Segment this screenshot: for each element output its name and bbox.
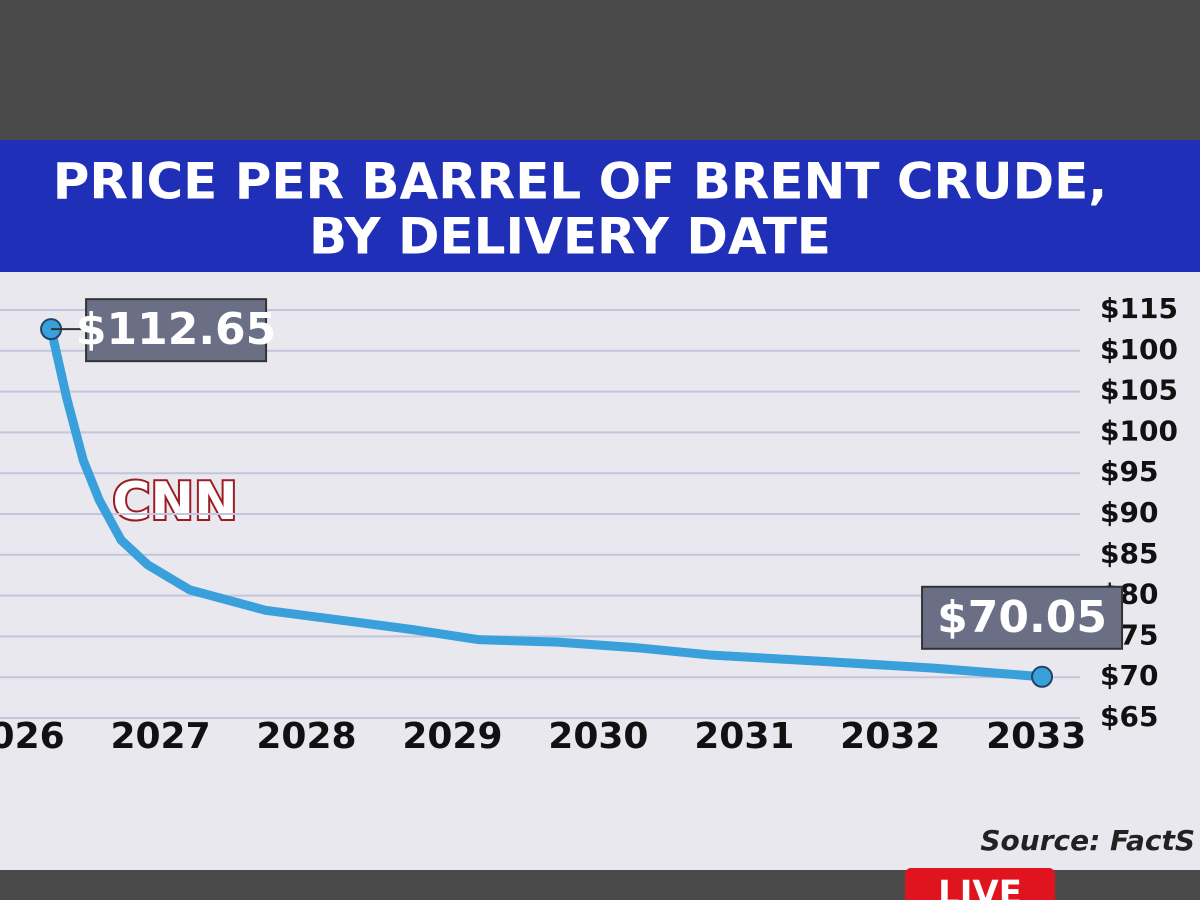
y-tick-label: $105 — [1100, 374, 1178, 407]
x-tick-label: 2030 — [548, 716, 648, 757]
y-tick-label: $90 — [1100, 496, 1158, 529]
value-label: $112.65 — [76, 304, 276, 355]
chart-subtitle: BY DELIVERY DATE — [309, 208, 831, 266]
x-tick-label: 2033 — [986, 716, 1086, 757]
y-tick-label: $100 — [1100, 333, 1178, 366]
line — [46, 324, 1047, 682]
x-tick-label: 2026 — [0, 716, 65, 757]
x-tick-label: 2027 — [110, 716, 210, 757]
y-tick-label: $115 — [1100, 292, 1178, 325]
y-tick-label: $65 — [1100, 700, 1158, 733]
point — [1031, 665, 1054, 688]
y-tick-label: $95 — [1100, 455, 1158, 488]
logo: CNN — [112, 472, 237, 532]
y-tick-label: $85 — [1100, 537, 1158, 570]
y-tick-label: $100 — [1100, 414, 1178, 447]
x-tick-label: 2029 — [402, 716, 502, 757]
panel — [0, 270, 1200, 870]
live-text: LIVE — [938, 874, 1022, 900]
value-label-box — [921, 585, 1124, 650]
title-band — [0, 140, 1200, 272]
x-tick-label: 2032 — [840, 716, 940, 757]
value-label: $70.05 — [937, 592, 1107, 643]
source: Source: FactS — [980, 824, 1195, 857]
x-tick-label: 2031 — [694, 716, 794, 757]
x-tick-label: 2028 — [256, 716, 356, 757]
live-badge — [905, 868, 1055, 900]
y-tick-label: $70 — [1100, 659, 1158, 692]
chart-title: PRICE PER BARREL OF BRENT CRUDE, — [53, 153, 1108, 211]
